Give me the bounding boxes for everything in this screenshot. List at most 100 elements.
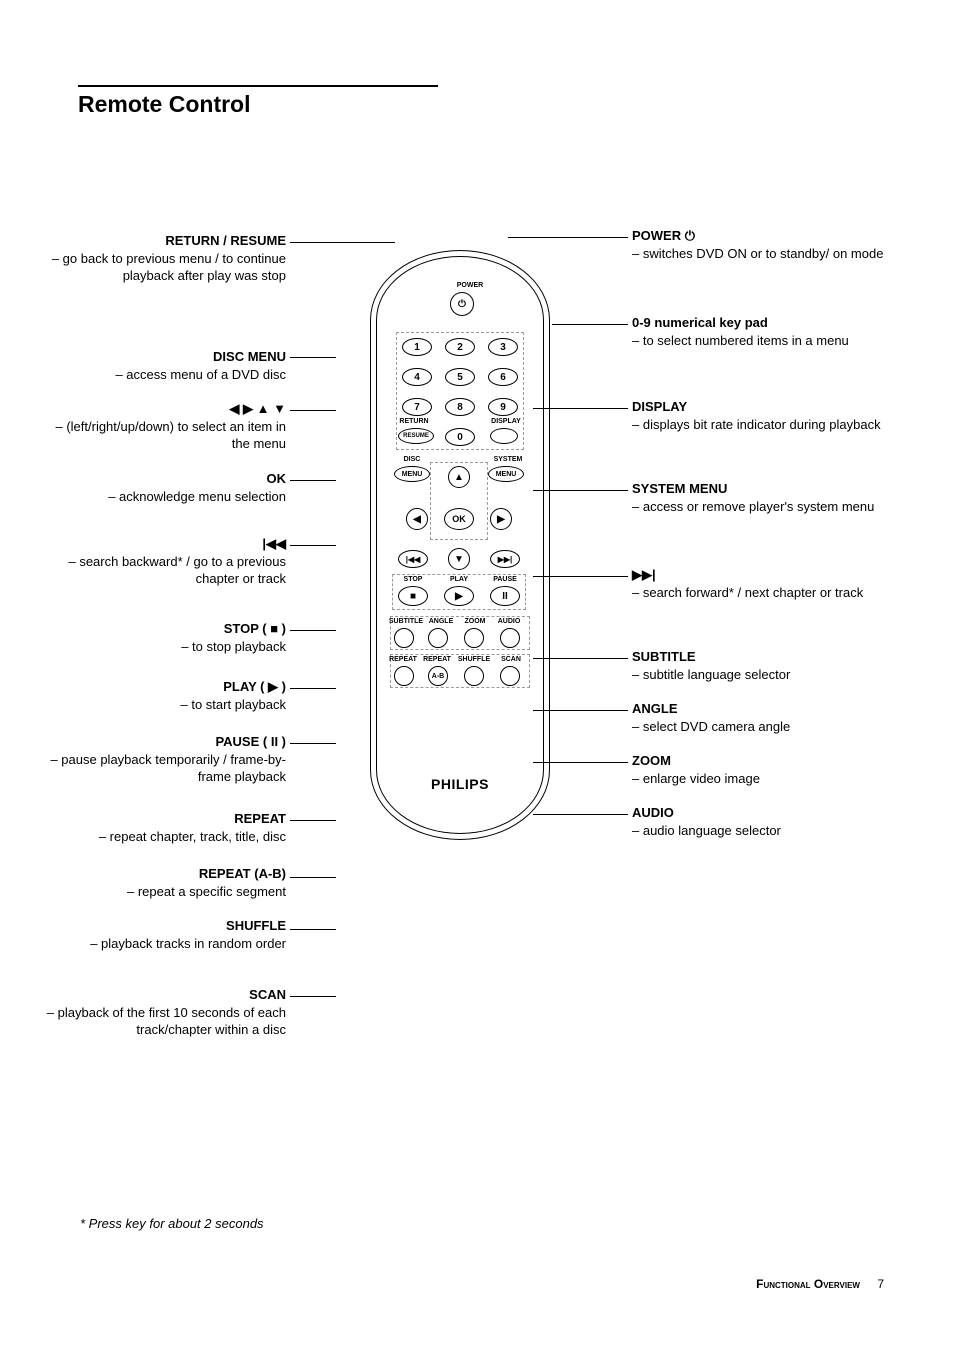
callout-label: REPEAT (A-B)	[199, 866, 286, 881]
callout-desc: – playback tracks in random order	[90, 936, 286, 951]
leader-left-0	[290, 242, 395, 243]
callout-desc: – audio language selector	[632, 823, 781, 838]
digit-4: 4	[402, 368, 432, 386]
repeat-button	[394, 666, 414, 686]
callout-left-3: OK– acknowledge menu selection	[46, 470, 286, 505]
callout-label: STOP ( ■ )	[224, 621, 286, 636]
digit-2: 2	[445, 338, 475, 356]
angle-button	[428, 628, 448, 648]
callout-label: ◀ ▶ ▲ ▼	[229, 401, 286, 416]
callout-label: 0-9 numerical key pad	[632, 315, 768, 330]
callout-desc: – access menu of a DVD disc	[115, 367, 286, 382]
digit-7: 7	[402, 398, 432, 416]
leader-left-11	[290, 996, 336, 997]
repeat-ab-label: REPEAT	[422, 656, 452, 663]
callout-label: SHUFFLE	[226, 918, 286, 933]
leader-left-5	[290, 630, 336, 631]
callout-desc: – enlarge video image	[632, 771, 760, 786]
callout-label: REPEAT	[234, 811, 286, 826]
callout-left-11: SCAN– playback of the first 10 seconds o…	[46, 986, 286, 1039]
callout-desc: – to start playback	[181, 697, 287, 712]
callout-right-8: AUDIO – audio language selector	[632, 804, 892, 839]
callout-right-6: ANGLE– select DVD camera angle	[632, 700, 892, 735]
callout-right-5: SUBTITLE – subtitle language selector	[632, 648, 892, 683]
right-button: ▶	[490, 508, 512, 530]
callout-label: DISC MENU	[213, 349, 286, 364]
callout-right-3: SYSTEM MENU – access or remove player's s…	[632, 480, 892, 515]
leader-left-3	[290, 480, 336, 481]
leader-right-1	[552, 324, 628, 325]
remote-diagram: POWER ⏻ 1 2 3 4 5 6 7 8 9 RETURN DISPLAY…	[370, 250, 550, 840]
leader-left-1	[290, 357, 336, 358]
callout-desc: – search backward* / go to a previous ch…	[68, 554, 286, 587]
callout-left-1: DISC MENU – access menu of a DVD disc	[46, 348, 286, 383]
leader-left-7	[290, 743, 336, 744]
callout-left-10: SHUFFLE – playback tracks in random order	[46, 917, 286, 952]
zoom-label: ZOOM	[460, 618, 490, 625]
leader-left-9	[290, 877, 336, 878]
play-button: ▶	[444, 586, 474, 606]
callout-label: ANGLE	[632, 701, 678, 716]
callout-right-7: ZOOM– enlarge video image	[632, 752, 892, 787]
scan-button	[500, 666, 520, 686]
footer-section: Functional Overview	[756, 1277, 860, 1291]
stop-label: STOP	[398, 576, 428, 583]
display-label: DISPLAY	[486, 418, 526, 425]
callout-left-8: REPEAT– repeat chapter, track, title, di…	[46, 810, 286, 845]
callout-right-1: 0-9 numerical key pad– to select numbere…	[632, 314, 892, 349]
footer-page: 7	[877, 1277, 884, 1291]
system-menu-button: MENU	[488, 466, 524, 482]
callout-label: RETURN / RESUME	[165, 233, 286, 248]
callout-left-6: PLAY ( ▶ )– to start playback	[46, 678, 286, 713]
callout-label: SUBTITLE	[632, 649, 696, 664]
callout-desc: – go back to previous menu / to continue…	[52, 251, 286, 284]
ok-button: OK	[444, 508, 474, 530]
scan-label: SCAN	[496, 656, 526, 663]
callout-left-9: REPEAT (A-B) – repeat a specific segment	[46, 865, 286, 900]
callout-desc: – search forward* / next chapter or trac…	[632, 585, 863, 600]
callout-right-2: DISPLAY– displays bit rate indicator dur…	[632, 398, 892, 433]
disc-label: DISC	[394, 456, 430, 463]
digit-3: 3	[488, 338, 518, 356]
disc-menu-button: MENU	[394, 466, 430, 482]
callout-desc: – displays bit rate indicator during pla…	[632, 417, 881, 432]
shuffle-button	[464, 666, 484, 686]
play-label: PLAY	[444, 576, 474, 583]
next-button: ▶▶|	[490, 550, 520, 568]
callout-desc: – acknowledge menu selection	[108, 489, 286, 504]
leader-left-4	[290, 545, 336, 546]
page-footer: Functional Overview 7	[756, 1277, 884, 1291]
repeat-ab-button: A-B	[428, 666, 448, 686]
callout-desc: – repeat a specific segment	[127, 884, 286, 899]
shuffle-label: SHUFFLE	[456, 656, 492, 663]
callout-label: SCAN	[249, 987, 286, 1002]
up-button: ▲	[448, 466, 470, 488]
digit-5: 5	[445, 368, 475, 386]
footnote: * Press key for about 2 seconds	[80, 1216, 264, 1231]
callout-label: POWER ⏻	[632, 228, 695, 243]
subtitle-button	[394, 628, 414, 648]
digit-6: 6	[488, 368, 518, 386]
callout-desc: – subtitle language selector	[632, 667, 790, 682]
callout-label: AUDIO	[632, 805, 674, 820]
callout-label: PAUSE ( II )	[215, 734, 286, 749]
stop-button: ■	[398, 586, 428, 606]
callout-desc: – pause playback temporarily / frame-by-…	[50, 752, 286, 785]
power-label: POWER	[450, 282, 490, 289]
callout-right-4: ▶▶|– search forward* / next chapter or t…	[632, 566, 892, 601]
return-label: RETURN	[394, 418, 434, 425]
angle-label: ANGLE	[426, 618, 456, 625]
leader-left-6	[290, 688, 336, 689]
repeat-label: REPEAT	[388, 656, 418, 663]
digit-8: 8	[445, 398, 475, 416]
leader-right-0	[508, 237, 628, 238]
callout-left-0: RETURN / RESUME – go back to previous men…	[46, 232, 286, 285]
digit-9: 9	[488, 398, 518, 416]
callout-desc: – switches DVD ON or to standby/ on mode	[632, 246, 883, 261]
callout-left-5: STOP ( ■ )– to stop playback	[46, 620, 286, 655]
pause-label: PAUSE	[490, 576, 520, 583]
leader-left-2	[290, 410, 336, 411]
callout-desc: – access or remove player's system menu	[632, 499, 874, 514]
callout-label: SYSTEM MENU	[632, 481, 727, 496]
down-button: ▼	[448, 548, 470, 570]
